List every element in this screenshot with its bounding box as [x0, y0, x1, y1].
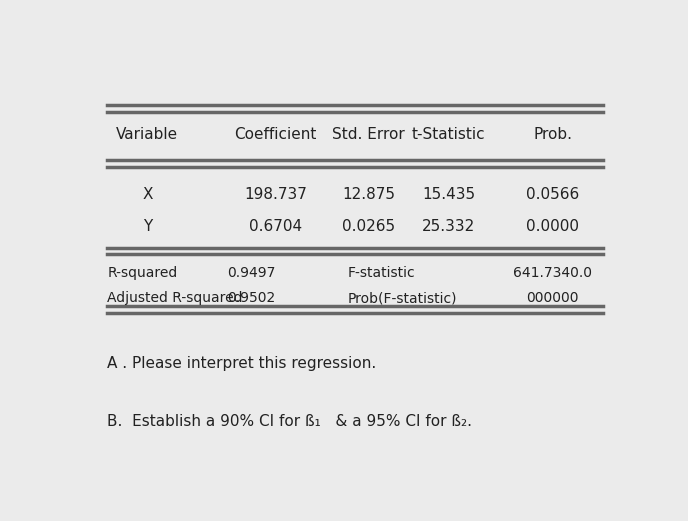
Text: 0.9502: 0.9502 — [227, 291, 275, 305]
Text: 0.0000: 0.0000 — [526, 219, 579, 234]
Text: 0.0566: 0.0566 — [526, 188, 579, 202]
Text: Variable: Variable — [116, 127, 178, 142]
Text: Y: Y — [142, 219, 152, 234]
Text: R-squared: R-squared — [107, 266, 178, 280]
Text: B.  Establish a 90% CI for ß₁   & a 95% CI for ß₂.: B. Establish a 90% CI for ß₁ & a 95% CI … — [107, 414, 473, 429]
Text: Coefficient: Coefficient — [234, 127, 316, 142]
Text: 000000: 000000 — [526, 291, 579, 305]
Text: X: X — [142, 188, 153, 202]
Text: 12.875: 12.875 — [342, 188, 395, 202]
Text: 0.9497: 0.9497 — [227, 266, 275, 280]
Text: Std. Error: Std. Error — [332, 127, 405, 142]
Text: 25.332: 25.332 — [422, 219, 475, 234]
Text: Prob.: Prob. — [533, 127, 572, 142]
Text: 0.6704: 0.6704 — [249, 219, 302, 234]
Text: Adjusted R-squared: Adjusted R-squared — [107, 291, 243, 305]
Text: 198.737: 198.737 — [244, 188, 307, 202]
Text: A . Please interpret this regression.: A . Please interpret this regression. — [107, 356, 376, 371]
Text: t-Statistic: t-Statistic — [411, 127, 486, 142]
Text: 641.7340.0: 641.7340.0 — [513, 266, 592, 280]
Text: 0.0265: 0.0265 — [342, 219, 395, 234]
Text: Prob(F-statistic): Prob(F-statistic) — [347, 291, 457, 305]
Text: F-statistic: F-statistic — [347, 266, 415, 280]
Text: 15.435: 15.435 — [422, 188, 475, 202]
